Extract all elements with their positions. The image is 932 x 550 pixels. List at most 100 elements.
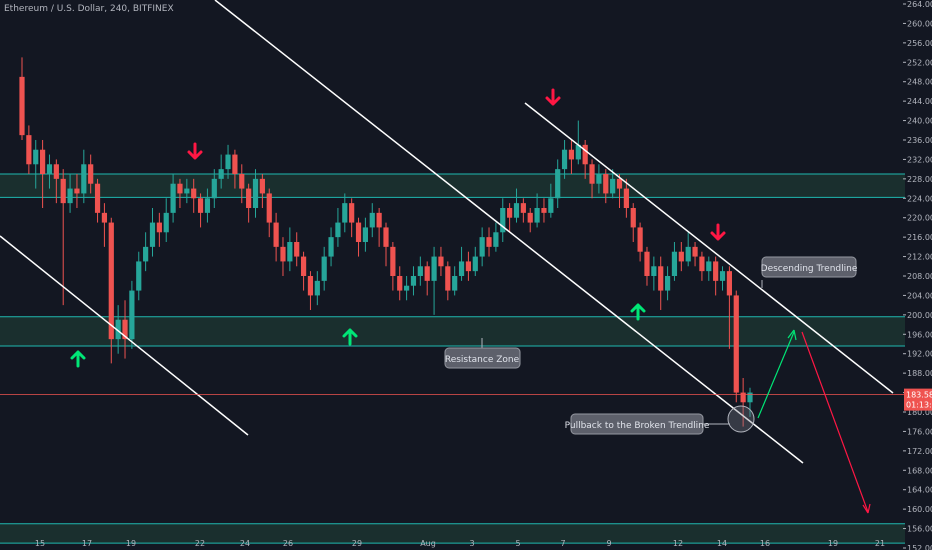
x-axis: 15 17 19 22 24 26 29 Aug 3 5 7 9 12 14 16 19 21 xyxy=(35,539,885,548)
trendlines-layer xyxy=(0,0,905,514)
candle xyxy=(314,280,320,296)
candle xyxy=(184,188,190,194)
candle xyxy=(149,222,156,247)
down-arrow-icon xyxy=(187,142,203,160)
candle xyxy=(307,276,314,296)
bar-countdown: 01:13:00 xyxy=(906,401,932,410)
down-arrow-icon xyxy=(545,88,561,106)
candle xyxy=(355,222,362,242)
y-tick-label: 204.00 xyxy=(907,291,932,300)
last-price-value: 183.58 xyxy=(906,391,932,400)
candle xyxy=(197,198,204,213)
candle xyxy=(445,266,451,291)
x-tick-label: 9 xyxy=(606,539,611,548)
candle xyxy=(555,169,561,199)
candle xyxy=(493,232,499,247)
projection-down-arrow xyxy=(801,331,869,513)
candle xyxy=(404,285,410,291)
candle xyxy=(287,242,293,262)
x-tick-label: 3 xyxy=(469,539,474,548)
candle xyxy=(156,222,162,233)
candle xyxy=(479,237,485,257)
candle xyxy=(122,319,128,340)
y-tick-label: 208.00 xyxy=(907,272,932,281)
y-tick-label: 172.00 xyxy=(907,447,932,456)
candle xyxy=(507,208,513,218)
candle xyxy=(397,276,403,291)
candle xyxy=(699,256,705,272)
candle xyxy=(410,276,417,286)
y-tick-label: 232.00 xyxy=(907,155,932,164)
callout-resistance-zone: Resistance Zone xyxy=(444,338,521,369)
candle xyxy=(239,174,245,189)
candle xyxy=(232,154,238,174)
candle xyxy=(246,188,252,208)
y-tick-label: 192.00 xyxy=(907,350,932,359)
candle xyxy=(129,290,135,340)
x-tick-label: 7 xyxy=(560,539,565,548)
candle xyxy=(534,208,540,223)
candle xyxy=(740,392,746,403)
candle xyxy=(211,178,217,199)
candle xyxy=(424,266,430,281)
arrow-markers xyxy=(70,88,726,368)
y-tick-label: 228.00 xyxy=(907,175,932,184)
y-tick-label: 248.00 xyxy=(907,78,932,87)
chart-title: Ethereum / U.S. Dollar, 240, BITFINEX xyxy=(4,4,174,14)
y-axis: 264.00 260.00 256.00 252.00 248.00 244.00 240.… xyxy=(903,0,932,550)
candle xyxy=(561,149,568,170)
candle xyxy=(300,256,307,276)
candle xyxy=(369,212,375,228)
y-tick-label: 156.00 xyxy=(907,525,932,534)
y-tick-label: 196.00 xyxy=(907,330,932,339)
candle xyxy=(417,266,423,276)
candle xyxy=(218,169,224,179)
candle xyxy=(431,256,437,281)
y-tick-label: 240.00 xyxy=(907,117,932,126)
y-tick-label: 224.00 xyxy=(907,194,932,203)
candle xyxy=(678,251,684,262)
trendline-descending xyxy=(524,102,894,394)
candle xyxy=(19,76,25,136)
x-tick-label: 22 xyxy=(195,539,205,548)
candle xyxy=(747,392,753,403)
candle xyxy=(204,198,211,213)
x-tick-label: 24 xyxy=(240,539,250,548)
candle xyxy=(163,212,169,233)
candle xyxy=(486,237,492,247)
x-tick-label: Aug xyxy=(420,539,436,548)
x-tick-label: 29 xyxy=(352,539,362,548)
candle xyxy=(596,174,602,184)
candle xyxy=(568,149,575,160)
y-tick-label: 152.00 xyxy=(907,544,932,550)
projection-down-arrowhead xyxy=(862,503,871,514)
candle xyxy=(177,183,183,194)
zones-layer xyxy=(0,173,905,544)
x-tick-label: 19 xyxy=(126,539,136,548)
candle xyxy=(53,164,59,179)
candle xyxy=(101,212,108,223)
candle xyxy=(610,178,616,194)
y-tick-label: 160.00 xyxy=(907,505,932,514)
candle xyxy=(685,246,691,262)
candles-layer xyxy=(19,57,753,427)
candle xyxy=(623,188,629,208)
candle xyxy=(692,246,698,257)
x-tick-label: 12 xyxy=(673,539,683,548)
projection-up-arrowhead xyxy=(787,329,797,341)
candle xyxy=(46,164,53,174)
x-tick-label: 17 xyxy=(82,539,92,548)
down-arrow-icon xyxy=(710,223,726,241)
candle xyxy=(40,149,46,174)
candle xyxy=(252,178,259,208)
candle xyxy=(472,256,478,272)
candle xyxy=(26,135,32,165)
candle xyxy=(280,246,286,262)
candle xyxy=(67,188,73,204)
candle xyxy=(294,242,300,257)
candle xyxy=(582,144,588,165)
label-resistance-zone: Resistance Zone xyxy=(445,355,520,365)
up-arrow-icon xyxy=(342,328,358,346)
candle xyxy=(452,276,458,291)
